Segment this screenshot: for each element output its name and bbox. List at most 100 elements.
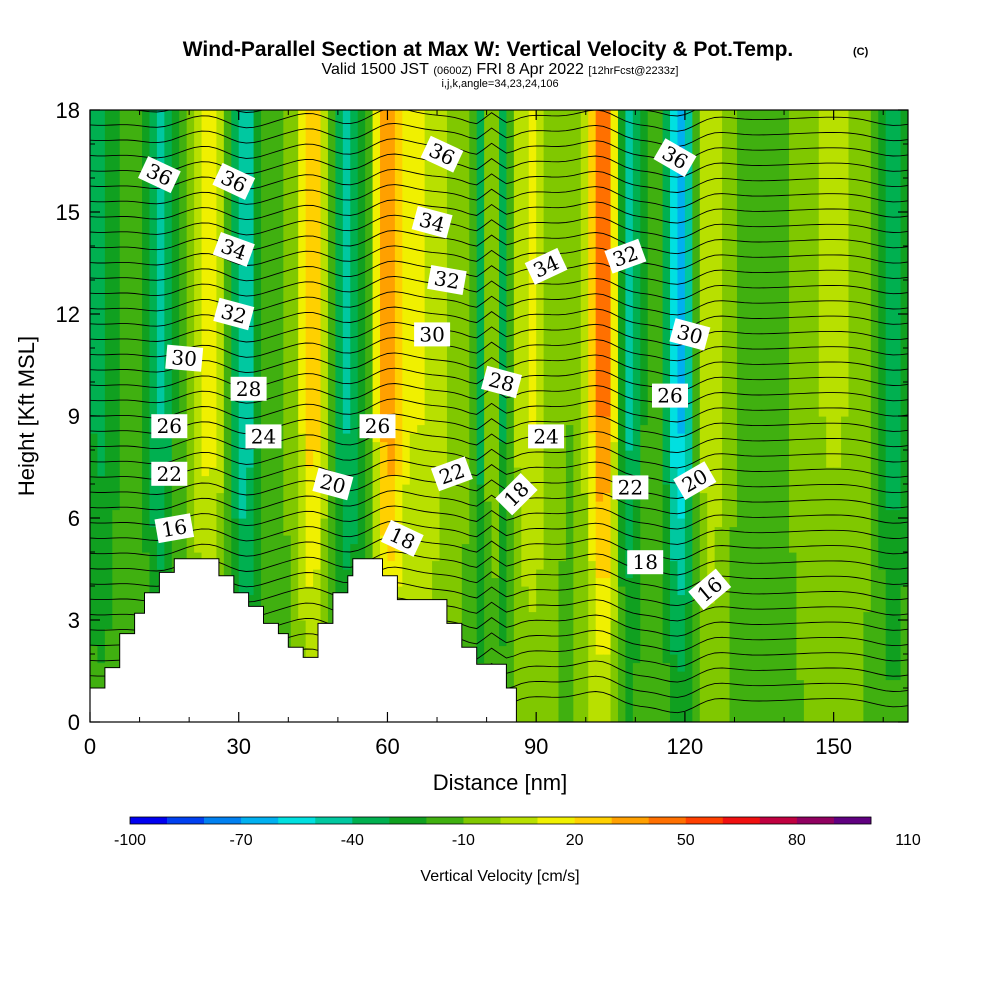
colorbar-swatch [204, 817, 242, 824]
x-axis-title: Distance [nm] [433, 770, 568, 795]
velocity-cell [588, 560, 597, 722]
velocity-cell [766, 110, 775, 722]
theta-label-value: 30 [170, 345, 197, 371]
velocity-cell [268, 110, 277, 722]
velocity-cell [655, 110, 664, 722]
colorbar-label: -100 [114, 832, 146, 849]
velocity-cell [565, 424, 574, 722]
theta-contour-line [90, 444, 908, 469]
theta-label-box [312, 467, 354, 501]
theta-label: 28 [481, 365, 522, 399]
velocity-cell [677, 110, 686, 434]
theta-label-box [430, 456, 473, 492]
velocity-cell [893, 110, 902, 511]
y-tick-label: 6 [68, 506, 80, 531]
velocity-cell [684, 110, 693, 485]
y-tick-label: 0 [68, 710, 80, 735]
theta-label-box [138, 156, 181, 194]
velocity-cell [588, 110, 597, 434]
theta-label-box [669, 318, 711, 351]
theta-label-box [420, 135, 464, 173]
velocity-cell [372, 110, 381, 443]
velocity-cell [595, 577, 604, 655]
velocity-cell [811, 110, 820, 722]
x-tick-label: 0 [84, 734, 96, 759]
colorbar-label: -70 [230, 832, 253, 849]
velocity-cell [833, 110, 842, 468]
velocity-cell [313, 569, 322, 722]
velocity-cell [409, 433, 418, 613]
velocity-cell [603, 110, 612, 417]
theta-contour-line [90, 122, 908, 148]
velocity-cell [841, 110, 850, 417]
velocity-cell [521, 586, 530, 722]
velocity-cell [647, 110, 656, 722]
velocity-cell [246, 110, 255, 468]
velocity-cell [878, 569, 887, 722]
velocity-cell [90, 645, 99, 722]
colorbar-title: Vertical Velocity [cm/s] [420, 868, 579, 885]
theta-label: 26 [151, 414, 188, 439]
forecast-info: [12hrFcst@2233z] [588, 65, 678, 77]
velocity-cell [476, 484, 485, 664]
velocity-cell [387, 110, 396, 477]
velocity-cell [484, 110, 493, 502]
theta-label-value: 26 [365, 414, 390, 438]
theta-label-box [495, 472, 538, 516]
colorbar-swatch [574, 817, 612, 824]
theta-label: 30 [165, 344, 204, 372]
theta-contour-line [90, 536, 908, 561]
velocity-cell [610, 441, 619, 621]
theta-label-box [612, 475, 649, 500]
velocity-cell [789, 110, 798, 553]
velocity-cell [290, 110, 299, 722]
velocity-cell [796, 679, 805, 722]
velocity-cell [632, 110, 641, 485]
velocity-cell [372, 441, 381, 621]
velocity-cell [617, 586, 627, 722]
velocity-cell [461, 110, 470, 545]
velocity-cell [662, 662, 671, 722]
velocity-cell [536, 110, 545, 570]
theta-label-value: 18 [632, 550, 657, 574]
theta-label-box [154, 513, 195, 544]
valid-prefix: Valid 1500 JST [322, 61, 430, 78]
theta-label-box [151, 414, 188, 439]
theta-label-box [673, 461, 717, 500]
theta-contour-line [90, 110, 908, 132]
theta-label: 16 [154, 513, 195, 544]
y-tick-label: 18 [56, 98, 80, 123]
velocity-cell [536, 569, 545, 722]
velocity-cell [357, 110, 366, 613]
theta-label: 20 [312, 467, 354, 501]
velocity-cell [603, 577, 612, 655]
velocity-cell [417, 424, 426, 613]
theta-label-box [604, 238, 647, 274]
velocity-cell [305, 586, 314, 722]
velocity-cell [409, 110, 418, 434]
theta-contour-line [90, 337, 908, 362]
grid-indices: i,j,k,angle=34,23,24,106 [441, 78, 558, 90]
theta-label-box [427, 265, 467, 295]
theta-label-box [359, 414, 396, 439]
velocity-cell [327, 110, 336, 722]
colorbar-swatch [648, 817, 687, 824]
velocity-cell [595, 501, 604, 579]
velocity-cell [610, 620, 619, 722]
velocity-cell [283, 110, 292, 536]
copyright-mark: (C) [853, 46, 869, 58]
velocity-cell [394, 110, 403, 477]
theta-label-value: 26 [657, 384, 682, 408]
velocity-cell [439, 110, 448, 477]
theta-contour-line [90, 199, 908, 224]
terrain-mask [89, 558, 517, 723]
velocity-cell [803, 110, 812, 722]
velocity-cell [670, 467, 679, 562]
velocity-cell [707, 110, 716, 604]
theta-label-box [688, 568, 732, 611]
theta-label-value: 22 [618, 475, 643, 499]
x-tick-label: 60 [375, 734, 399, 759]
colorbar-swatch [315, 817, 353, 824]
velocity-cell [818, 110, 827, 417]
